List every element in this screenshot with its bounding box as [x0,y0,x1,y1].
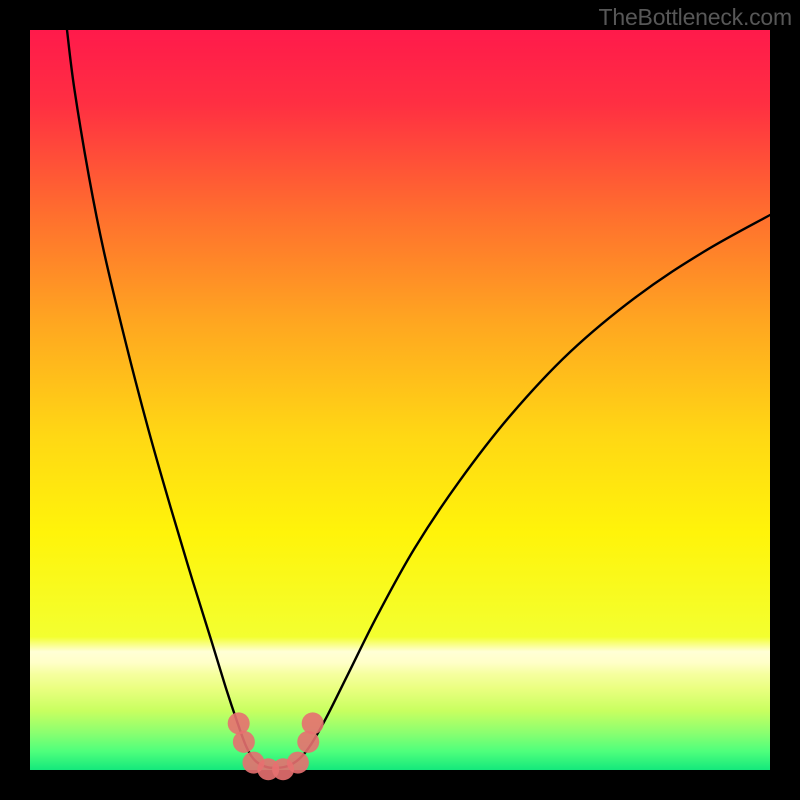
curve-marker [287,752,309,774]
chart-svg [0,0,800,800]
watermark-text: TheBottleneck.com [599,4,792,31]
curve-marker [297,731,319,753]
curve-marker [233,731,255,753]
curve-marker [228,712,250,734]
curve-marker [302,712,324,734]
